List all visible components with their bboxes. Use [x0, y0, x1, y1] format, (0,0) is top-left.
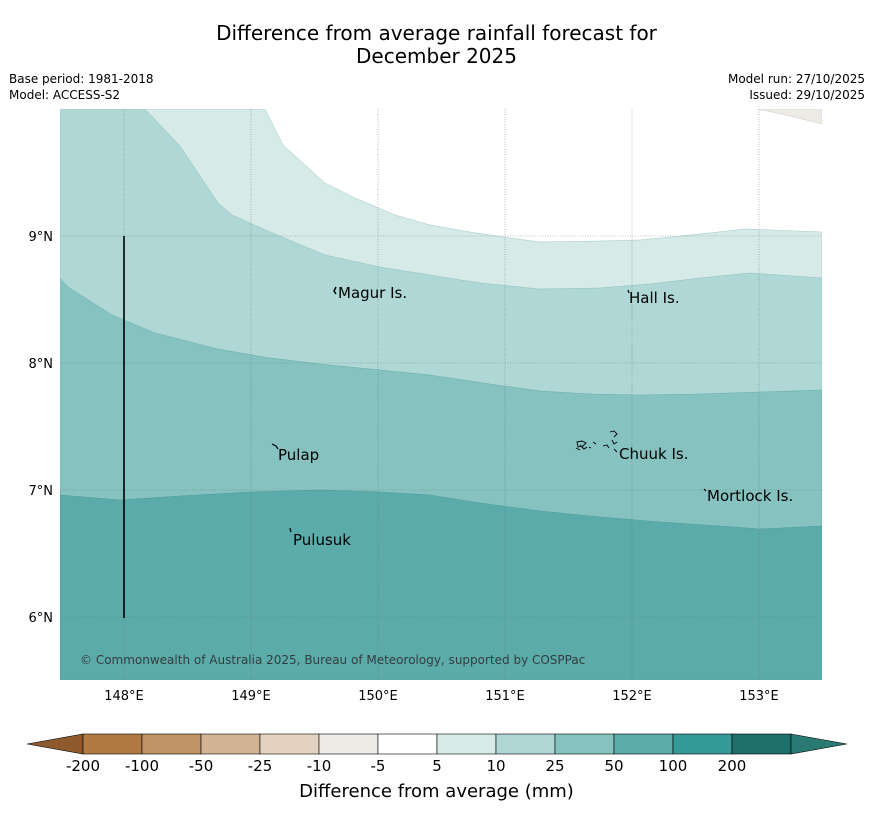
lon-tick: 149°E: [231, 689, 271, 704]
colorbar-cell: [613, 733, 674, 755]
colorbar-cell: [377, 733, 438, 755]
meta-right: Model run: 27/10/2025 Issued: 29/10/2025: [728, 71, 865, 103]
label-magur: Magur Is.: [338, 284, 407, 302]
colorbar-cell: [141, 733, 202, 755]
meta-left: Base period: 1981-2018 Model: ACCESS-S2: [9, 71, 154, 103]
model-name: Model: ACCESS-S2: [9, 88, 121, 102]
colorbar-tick-label: -200: [66, 757, 100, 775]
colorbar-tick-label: 25: [545, 757, 564, 775]
colorbar-cell: [554, 733, 615, 755]
lon-tick: 151°E: [485, 689, 525, 704]
label-mortlock: Mortlock Is.: [707, 487, 793, 505]
title-line-2: December 2025: [356, 44, 517, 68]
lon-tick-labels: 148°E 149°E 150°E 151°E 152°E 153°E: [104, 689, 779, 704]
issued-date: Issued: 29/10/2025: [749, 88, 865, 102]
colorbar-tick-label: 200: [718, 757, 747, 775]
lon-tick: 152°E: [612, 689, 652, 704]
colorbar-tick-labels: -200 -100 -50 -25 -10 -5 5 10 25 50 100 200: [66, 757, 746, 775]
colorbar-tick-label: 5: [432, 757, 442, 775]
colorbar-cell: [495, 733, 556, 755]
pulap-island-outline: [271, 443, 279, 450]
colorbar-cell: [731, 733, 792, 755]
label-chuuk: Chuuk Is.: [619, 445, 688, 463]
colorbar-tick-label: -10: [307, 757, 332, 775]
colorbar-cells: [82, 733, 792, 755]
colorbar-cell: [259, 733, 320, 755]
chuuk-lagoon-islands: [575, 430, 618, 453]
colorbar-cell: [318, 733, 379, 755]
lon-tick: 153°E: [739, 689, 779, 704]
colorbar-tick-label: -50: [189, 757, 214, 775]
colorbar: -200 -100 -50 -25 -10 -5 5 10 25 50 100 200: [26, 733, 848, 775]
model-run: Model run: 27/10/2025: [727, 72, 865, 86]
colorbar-title: Difference from average (mm): [299, 781, 574, 802]
contour-band-50-100: [60, 489, 822, 680]
pulusuk-island-outline: [289, 527, 292, 533]
lat-tick: 9°N: [29, 230, 54, 245]
colorbar-tick-label: 50: [604, 757, 623, 775]
colorbar-tick-label: 100: [659, 757, 688, 775]
island-labels: Magur Is. Hall Is. Pulap Chuuk Is. Mortl…: [278, 284, 793, 549]
colorbar-tick-label: 10: [486, 757, 505, 775]
label-pulusuk: Pulusuk: [293, 531, 351, 549]
lat-tick-labels: 9°N 8°N 7°N 6°N: [29, 230, 54, 626]
lat-tick: 7°N: [29, 484, 54, 499]
lat-tick: 6°N: [29, 611, 54, 626]
map-area: [60, 109, 822, 680]
label-pulap: Pulap: [278, 446, 319, 464]
colorbar-tick-label: -100: [125, 757, 159, 775]
colorbar-cell: [436, 733, 497, 755]
colorbar-cell: [200, 733, 261, 755]
contour-band-negative: [757, 109, 822, 125]
lon-tick: 148°E: [104, 689, 144, 704]
magur-island-outline: [333, 286, 337, 295]
colorbar-extend-high: [790, 733, 848, 755]
colorbar-tick-label: -25: [248, 757, 273, 775]
label-hall: Hall Is.: [629, 289, 680, 307]
mortlock-island-outline: [703, 488, 707, 492]
map-title: Difference from average rainfall forecas…: [0, 22, 873, 68]
title-line-1: Difference from average rainfall forecas…: [216, 21, 657, 45]
colorbar-tick-label: -5: [371, 757, 386, 775]
lon-tick: 150°E: [358, 689, 398, 704]
colorbar-cell: [672, 733, 733, 755]
base-period: Base period: 1981-2018: [9, 72, 154, 86]
copyright-notice: © Commonwealth of Australia 2025, Bureau…: [80, 653, 586, 667]
colorbar-extend-low: [26, 733, 84, 755]
hall-island-outline: [627, 289, 630, 294]
colorbar-cell: [82, 733, 143, 755]
lat-tick: 8°N: [29, 357, 54, 372]
